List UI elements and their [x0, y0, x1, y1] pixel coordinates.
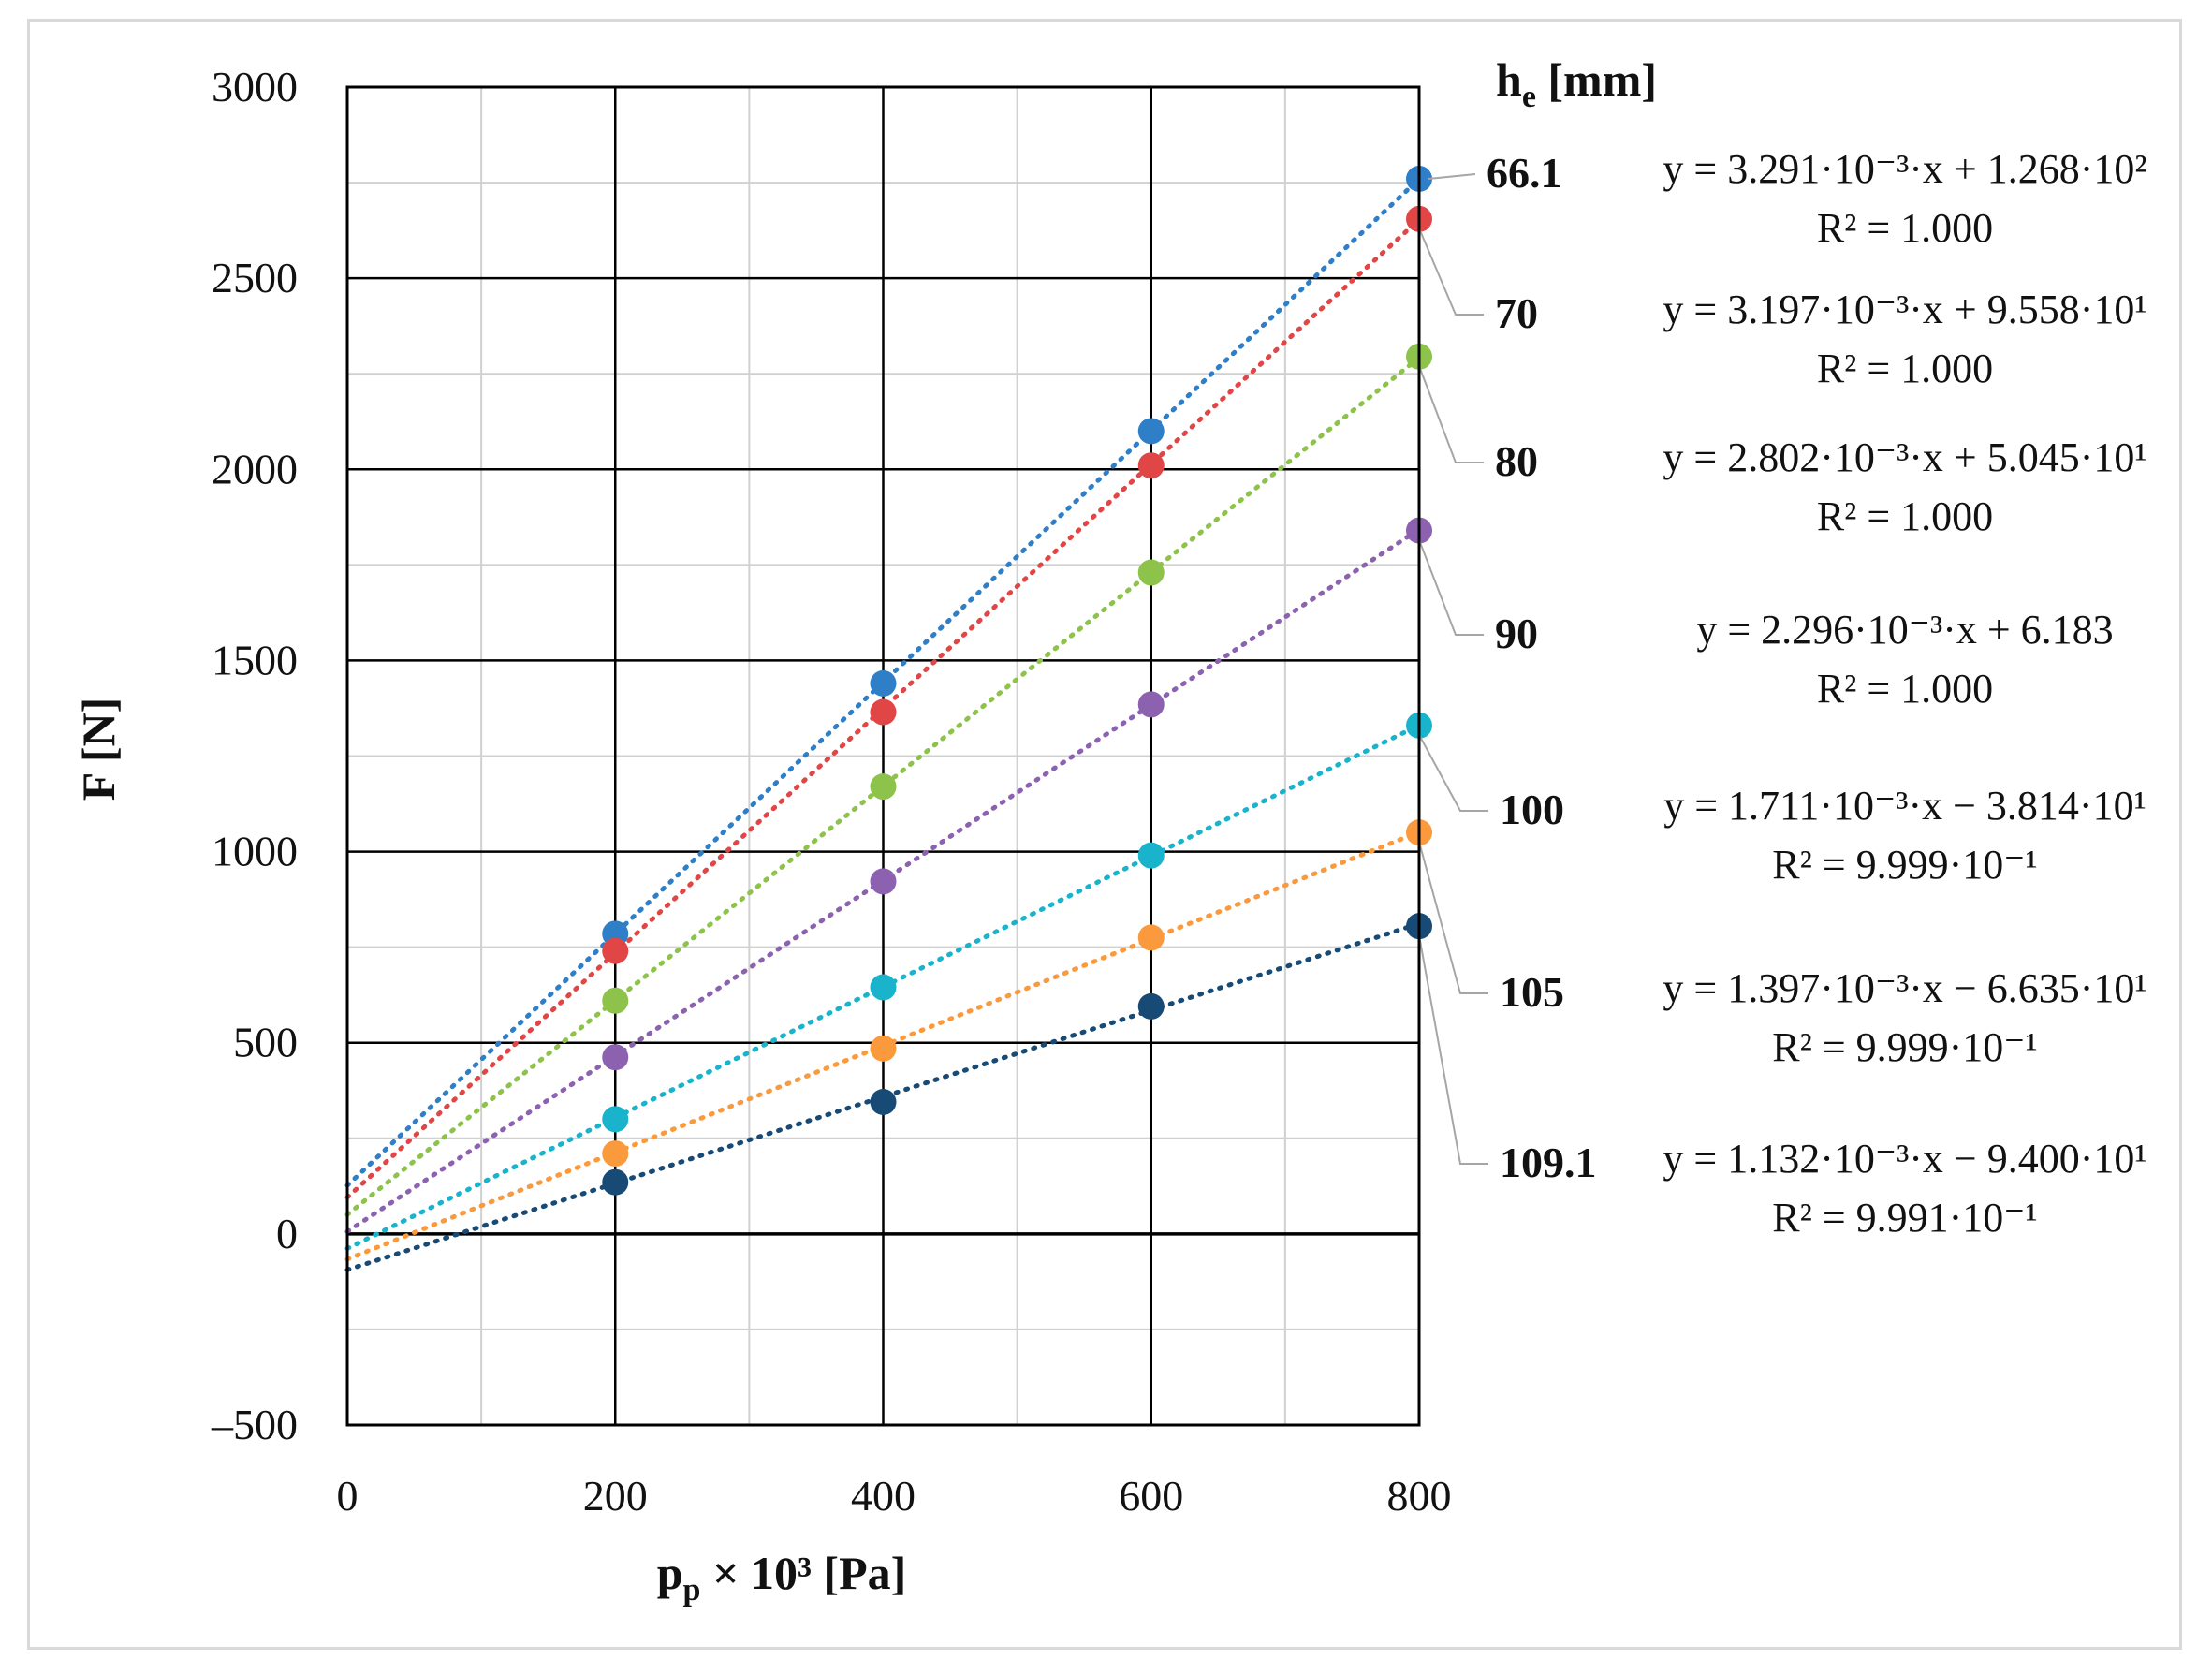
x-axis-title-main: p — [657, 1547, 683, 1599]
data-point-80 — [1137, 559, 1165, 586]
series-label: 90 — [1495, 610, 1538, 657]
trendline-70 — [344, 217, 1422, 1200]
leader-line — [1418, 935, 1488, 1165]
equation-text: y = 3.197·10⁻³·x + 9.558·10¹ — [1663, 287, 2146, 332]
x-tick-label: 0 — [337, 1472, 359, 1520]
data-point-80 — [870, 773, 897, 801]
r-squared-text: R² = 9.991·10⁻¹ — [1772, 1195, 2037, 1241]
legend-title: he [mm] — [1496, 53, 1657, 114]
data-point-105 — [870, 1035, 897, 1062]
y-tick-label: 1000 — [212, 828, 298, 875]
x-tick-label: 400 — [851, 1472, 916, 1520]
data-point-90 — [1137, 691, 1165, 718]
tick-labels: 0 200 400 600 800 –500 0 500 1000 1500 2000 2500 300… — [211, 63, 1452, 1520]
series-label: 70 — [1495, 289, 1538, 337]
leader-line — [1418, 539, 1484, 636]
legend-title-rest: [mm] — [1536, 53, 1657, 106]
legend-title-subscript: e — [1522, 80, 1536, 114]
series-label: 105 — [1500, 968, 1564, 1016]
y-tick-label: –500 — [211, 1401, 298, 1448]
equation-text: y = 1.132·10⁻³·x − 9.400·10¹ — [1663, 1136, 2146, 1182]
leader-line — [1418, 734, 1488, 812]
equation-text: y = 1.397·10⁻³·x − 6.635·10¹ — [1663, 965, 2146, 1011]
data-point-90 — [870, 868, 897, 895]
trendline-80 — [344, 355, 1422, 1217]
leader-line — [1418, 365, 1484, 463]
y-tick-label: 3000 — [212, 63, 298, 110]
y-tick-label: 2500 — [212, 254, 298, 301]
data-point-70 — [1137, 452, 1165, 479]
r-squared-text: R² = 1.000 — [1817, 345, 1993, 391]
y-axis-title: F [N] — [72, 698, 125, 801]
series-label: 66.1 — [1487, 149, 1562, 197]
data-point-80 — [602, 987, 629, 1014]
data-point-66.1 — [1137, 418, 1165, 445]
series-label: 109.1 — [1500, 1139, 1597, 1186]
data-point-109.1 — [602, 1168, 629, 1196]
x-axis-title: pp × 10³ [Pa] — [657, 1547, 907, 1608]
equation-text: y = 3.291·10⁻³·x + 1.268·10² — [1663, 146, 2146, 192]
x-tick-label: 200 — [583, 1472, 648, 1520]
data-point-70 — [602, 937, 629, 964]
chart-frame — [27, 19, 2182, 1650]
equation-text: y = 1.711·10⁻³·x − 3.814·10¹ — [1663, 783, 2146, 829]
trendline-109.1 — [344, 920, 1422, 1272]
leader-line — [1418, 841, 1488, 994]
plot-area-border — [345, 85, 1421, 1427]
x-tick-label: 800 — [1387, 1472, 1452, 1520]
leader-line — [1428, 173, 1476, 180]
x-axis-title-rest: × 10³ [Pa] — [700, 1547, 906, 1599]
data-point-100 — [870, 974, 897, 1001]
data-point-66.1 — [870, 669, 897, 697]
equation-text: y = 2.296·10⁻³·x + 6.183 — [1696, 607, 2113, 653]
r-squared-text: R² = 1.000 — [1817, 666, 1993, 712]
label-leader-lines — [1418, 173, 1488, 1165]
y-tick-label: 2000 — [212, 445, 298, 492]
trendline-equations: y = 3.291·10⁻³·x + 1.268·10² R² = 1.000 y … — [1663, 146, 2146, 1241]
data-point-105 — [1137, 924, 1165, 951]
r-squared-text: R² = 9.999·10⁻¹ — [1772, 1024, 2037, 1070]
leader-line — [1418, 228, 1484, 316]
data-point-109.1 — [870, 1088, 897, 1115]
y-tick-label: 500 — [233, 1019, 298, 1066]
series-labels: 66.1 70 80 90 100 105 109.1 — [1487, 149, 1597, 1186]
data-point-100 — [602, 1106, 629, 1133]
legend-title-main: h — [1496, 53, 1522, 106]
equation-text: y = 2.802·10⁻³·x + 5.045·10¹ — [1663, 434, 2146, 480]
r-squared-text: R² = 1.000 — [1817, 205, 1993, 251]
series-label: 100 — [1500, 786, 1564, 833]
r-squared-text: R² = 1.000 — [1817, 493, 1993, 539]
data-point-100 — [1137, 842, 1165, 869]
y-tick-label: 0 — [276, 1210, 298, 1257]
data-point-70 — [870, 698, 897, 726]
x-axis-title-subscript: p — [683, 1573, 701, 1608]
y-tick-label: 1500 — [212, 636, 298, 683]
data-point-90 — [602, 1044, 629, 1071]
data-point-109.1 — [1137, 992, 1165, 1020]
r-squared-text: R² = 9.999·10⁻¹ — [1772, 842, 2037, 888]
data-point-105 — [602, 1140, 629, 1168]
x-tick-label: 600 — [1119, 1472, 1183, 1520]
series-label: 80 — [1495, 437, 1538, 485]
